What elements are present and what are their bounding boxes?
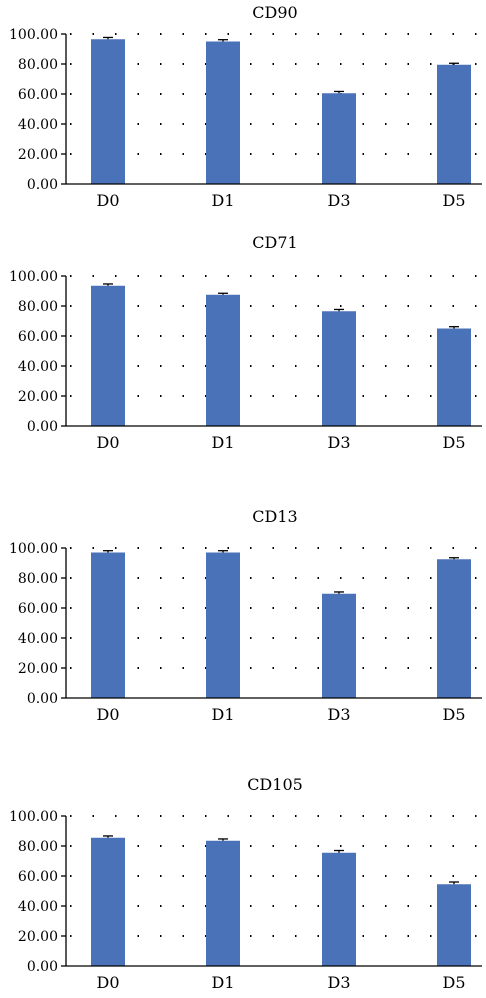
bar-d1: [206, 294, 240, 426]
y-tick-label: 40.00: [18, 899, 58, 915]
y-tick-label: 60.00: [18, 601, 58, 617]
bar-d3: [322, 593, 356, 698]
bar-d3: [322, 93, 356, 184]
bar-d0: [91, 39, 125, 184]
chart-title: CD13: [252, 507, 297, 526]
y-tick-label: 100.00: [9, 269, 58, 285]
chart-panel-cd13: CD13 0.00 20.00 40.00 60.00 80.00 100.00 D0 D1 D3…: [9, 507, 482, 724]
x-tick-label: D0: [96, 191, 119, 210]
y-tick-label: 20.00: [18, 147, 58, 163]
y-tick-label: 100.00: [9, 809, 58, 825]
y-tick-label: 80.00: [18, 839, 58, 855]
y-tick-label: 60.00: [18, 87, 58, 103]
y-tick-label: 60.00: [18, 329, 58, 345]
x-tick-label: D5: [442, 433, 465, 452]
x-tick-label: D1: [211, 433, 234, 452]
y-tick-label: 80.00: [18, 571, 58, 587]
chart-panel-cd71: CD71 0.00 20.00 40.00 60.00 80.00 100.00 D0 D1 D3…: [9, 233, 482, 452]
x-tick-label: D0: [96, 973, 119, 992]
bar-d0: [91, 837, 125, 966]
y-tick-label: 40.00: [18, 117, 58, 133]
bar-d0: [91, 552, 125, 698]
y-tick-label: 0.00: [27, 419, 58, 435]
x-tick-label: D3: [327, 191, 350, 210]
y-tick-label: 100.00: [9, 27, 58, 43]
x-tick-label: D1: [211, 191, 234, 210]
x-tick-label: D3: [327, 973, 350, 992]
x-tick-label: D0: [96, 705, 119, 724]
bar-d1: [206, 41, 240, 184]
bar-d5: [437, 328, 471, 426]
bar-d5: [437, 559, 471, 698]
y-tick-label: 0.00: [27, 959, 58, 975]
bar-d3: [322, 311, 356, 426]
y-tick-label: 40.00: [18, 631, 58, 647]
x-tick-label: D1: [211, 973, 234, 992]
chart-panel-cd105: CD105 0.00 20.00 40.00 60.00 80.00 100.00 D0 D1 D…: [9, 775, 482, 992]
y-tick-label: 20.00: [18, 661, 58, 677]
bar-d1: [206, 840, 240, 966]
y-tick-label: 80.00: [18, 57, 58, 73]
y-tick-label: 20.00: [18, 389, 58, 405]
x-tick-label: D1: [211, 705, 234, 724]
x-tick-label: D5: [442, 973, 465, 992]
x-tick-label: D0: [96, 433, 119, 452]
chart-panel-cd90: CD90 0.00 20.00 40.00 60.00 80.00 100.00 D0 D1 D3…: [9, 3, 482, 210]
y-tick-label: 40.00: [18, 359, 58, 375]
y-tick-label: 100.00: [9, 541, 58, 557]
chart-title: CD105: [247, 775, 303, 794]
bar-d5: [437, 64, 471, 184]
y-tick-label: 0.00: [27, 691, 58, 707]
x-tick-label: D3: [327, 433, 350, 452]
y-tick-label: 60.00: [18, 869, 58, 885]
chart-title: CD90: [252, 3, 297, 22]
bar-d1: [206, 552, 240, 698]
bar-d3: [322, 852, 356, 966]
x-tick-label: D5: [442, 705, 465, 724]
chart-title: CD71: [252, 233, 297, 252]
x-tick-label: D3: [327, 705, 350, 724]
y-tick-label: 20.00: [18, 929, 58, 945]
bar-d0: [91, 285, 125, 426]
bar-d5: [437, 884, 471, 966]
y-tick-label: 80.00: [18, 299, 58, 315]
x-tick-label: D5: [442, 191, 465, 210]
y-tick-label: 0.00: [27, 177, 58, 193]
